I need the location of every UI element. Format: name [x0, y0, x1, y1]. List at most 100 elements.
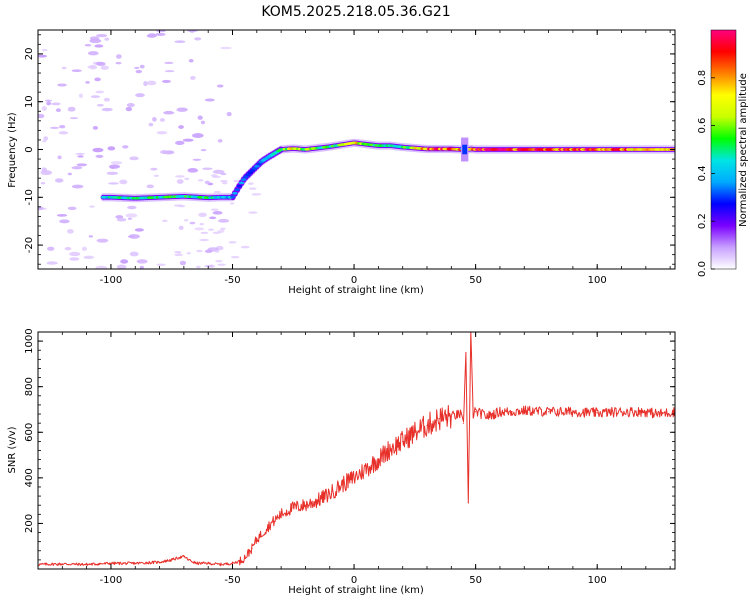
snr-data-point: [251, 547, 253, 550]
snr-data-point: [207, 562, 209, 564]
spectrogram-noise-cell: [139, 64, 145, 69]
spectrogram-x-tick-label: 50: [469, 275, 482, 286]
spectrogram-noise-cell: [46, 261, 58, 265]
spectrogram-noise-cell: [146, 80, 157, 86]
spectrogram-noise-cell: [116, 218, 127, 222]
snr-data-point: [244, 557, 246, 559]
snr-data-point: [178, 557, 180, 559]
snr-data-point: [467, 502, 469, 504]
snr-data-point: [377, 459, 379, 461]
spectrogram-noise-cell: [67, 106, 76, 112]
snr-data-point: [657, 413, 659, 415]
spectrogram-noise-cell: [41, 48, 48, 52]
spectrogram-noise-cell: [210, 208, 219, 211]
spectrogram-noise-cell: [57, 155, 62, 160]
spectrogram-noise-cell: [202, 167, 213, 171]
spectrogram-ridge-cell: [245, 173, 251, 177]
spectrogram-y-tick-label: -10: [24, 189, 35, 205]
snr-data-point: [292, 506, 294, 509]
spectrogram-noise-cell: [174, 253, 183, 257]
snr-x-axis-label: Height of straight line (km): [288, 585, 424, 596]
spectrogram-noise-cell: [64, 246, 72, 251]
spectrogram-noise-cell: [174, 40, 186, 43]
spectrogram-noise-cell: [71, 166, 83, 170]
spectrogram-x-axis-label: Height of straight line (km): [288, 285, 424, 296]
spectrogram-noise-cell: [49, 126, 60, 129]
spectrogram-noise-cell: [213, 190, 221, 194]
snr-data-point: [472, 413, 474, 415]
snr-y-ticks: 200 400 600 800 1000: [24, 328, 675, 570]
spectrogram-noise-cell: [204, 180, 210, 185]
figure-title: KOM5.2025.218.05.36.G21: [261, 4, 450, 20]
spectrogram-noise-cell: [41, 167, 47, 173]
spectrogram-noise-cell: [233, 179, 240, 183]
spectrogram-noise-cell: [57, 83, 67, 87]
spectrogram-noise-cell: [66, 229, 74, 234]
spectrogram-noise-cell: [194, 37, 202, 41]
spectrogram-noise-cell: [96, 103, 104, 107]
spectrogram-noise-cell: [159, 118, 165, 122]
spectrogram-noise-cell: [77, 155, 84, 158]
spectrogram-noise-cell: [189, 221, 196, 225]
snr-data-point: [353, 477, 355, 479]
spectrogram-ridge-cell: [236, 184, 243, 188]
spectrogram-noise-cell: [44, 99, 53, 102]
spectrogram-noise-cell: [135, 69, 143, 74]
spectrogram-y-ticks: -20 -10 0 10 20: [24, 34, 675, 265]
snr-data-point: [231, 562, 234, 564]
spectrogram-noise-cell: [247, 182, 254, 185]
spectrogram-ridge-cell: [256, 162, 262, 166]
spectrogram-noise-cell: [81, 246, 88, 252]
spectrogram-noise-cell: [220, 227, 226, 230]
snr-y-tick-label: 200: [24, 514, 35, 533]
spectrogram-noise-cell: [217, 139, 223, 143]
spectrogram-noise-cell: [196, 265, 201, 269]
snr-data-point: [86, 563, 88, 566]
spectrogram-noise-cell: [228, 241, 237, 244]
spectrogram-noise-cell: [175, 175, 185, 178]
spectrogram-noise-cell: [215, 259, 223, 263]
spectrogram-noise-cell: [46, 101, 52, 106]
spectrogram-noise-cell: [47, 246, 55, 251]
spectrogram-noise-cell: [197, 179, 204, 182]
spectrogram-noise-cell: [184, 177, 190, 181]
spectrogram-noise-cell: [211, 175, 221, 178]
spectrogram-noise-cell: [139, 265, 144, 269]
spectrogram-noise-cell: [221, 181, 228, 185]
spectrogram-ridge-cell: [247, 171, 254, 175]
spectrogram-noise-cell: [107, 146, 116, 151]
spectrogram-noise-cell: [108, 164, 121, 169]
spectrogram-noise-cell: [120, 259, 129, 264]
snr-panel: -100 -50 0 50 100 200 400 600 800 1000 Height of…: [7, 328, 676, 596]
spectrogram-noise-cell: [78, 93, 83, 99]
spectrogram-noise-cell: [67, 172, 72, 176]
snr-x-tick-label: 0: [351, 575, 357, 586]
spectrogram-noise-cell: [146, 184, 154, 189]
snr-data-point: [523, 410, 525, 412]
spectrogram-noise-cell: [95, 154, 104, 158]
snr-data-point: [329, 493, 331, 495]
spectrogram-noise-cell: [251, 193, 262, 196]
spectrogram-noise-cell: [119, 179, 128, 185]
spectrogram-noise-cell: [38, 54, 48, 58]
snr-data-point: [304, 504, 307, 506]
spectrogram-noise-cell: [156, 131, 168, 135]
spectrogram-noise-cell: [94, 77, 101, 82]
spectrogram-noise-cell: [197, 115, 203, 120]
spectrogram-noise-cell: [95, 90, 105, 94]
spectrogram-noise-cell: [176, 107, 188, 112]
spectrogram-noise-cell: [85, 80, 90, 84]
spectrogram-noise-cell: [92, 125, 99, 130]
spectrogram-noise-cell: [153, 174, 159, 177]
spectrogram-noise-cell: [101, 107, 113, 112]
spectrogram-noise-cell: [61, 66, 67, 70]
spectrogram-noise-cell: [187, 168, 199, 173]
spectrogram-noise-cell: [178, 125, 184, 130]
spectrogram-noise-cell: [143, 81, 148, 87]
colorbar-ticks: 0.0 0.2 0.4 0.6 0.8: [697, 70, 715, 277]
spectrogram-noise-cell: [134, 228, 144, 232]
snr-data-point: [450, 415, 452, 417]
spectrogram-noise-cell: [69, 257, 80, 261]
snr-data-point: [316, 500, 319, 502]
spectrogram-noise-cell: [178, 225, 184, 231]
